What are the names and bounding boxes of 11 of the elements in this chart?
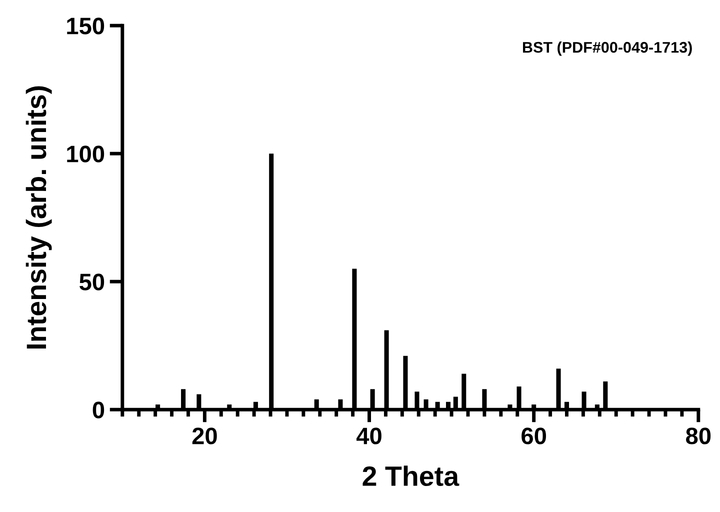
y-tick-label: 0 <box>92 402 104 418</box>
y-tick-label: 150 <box>67 18 104 34</box>
x-tick-label: 80 <box>686 428 711 444</box>
x-axis-title: 2 Theta <box>362 466 460 486</box>
y-tick-label: 50 <box>80 274 104 290</box>
x-tick-label: 40 <box>356 428 382 444</box>
annotation: BST (PDF#00-049-1713) <box>523 42 692 56</box>
y-axis-title: Intensity (arb. units) <box>26 86 52 348</box>
x-tick-label: 60 <box>522 428 546 444</box>
x-tick-label: 20 <box>192 428 217 444</box>
y-tick-label: 100 <box>67 146 104 162</box>
